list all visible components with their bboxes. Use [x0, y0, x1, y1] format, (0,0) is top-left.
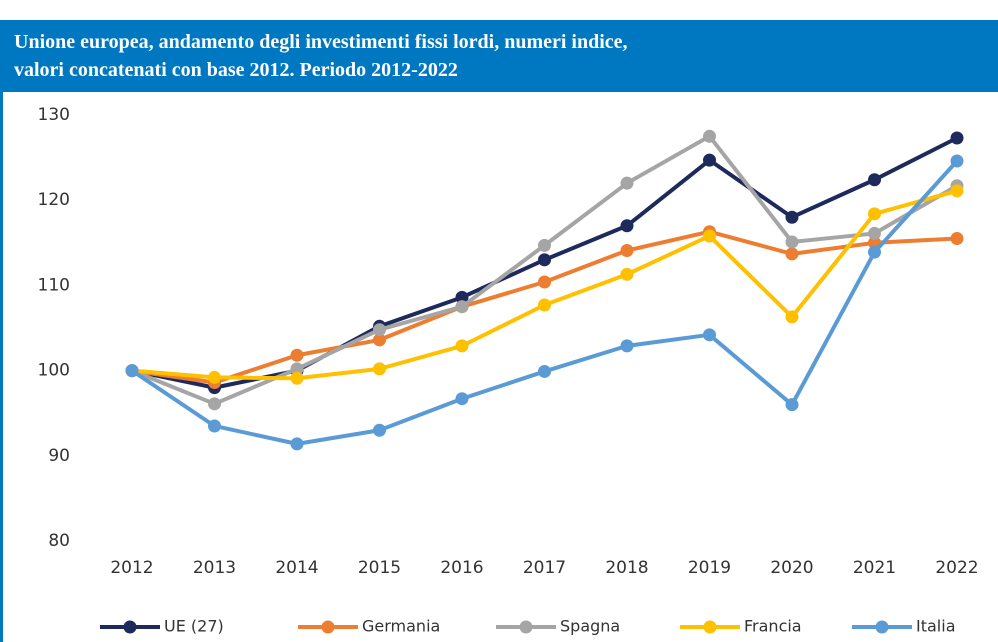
point	[538, 253, 551, 267]
x-tick-label: 2020	[770, 558, 813, 578]
x-tick-label: 2015	[358, 558, 401, 578]
point	[455, 392, 469, 406]
point	[290, 362, 304, 376]
title-band	[0, 20, 998, 92]
x-tick-label: 2013	[193, 558, 236, 578]
point	[703, 229, 716, 243]
point	[538, 275, 551, 289]
legend-label: Spagna	[560, 617, 620, 636]
point	[208, 419, 221, 433]
series-line	[131, 134, 959, 406]
point	[125, 364, 139, 378]
point	[703, 129, 716, 143]
y-tick-label: 80	[48, 531, 70, 551]
legend-label: Italia	[916, 617, 956, 636]
frame-left	[0, 20, 3, 642]
point	[373, 362, 386, 376]
point	[620, 267, 634, 281]
legend-marker	[123, 620, 137, 634]
point	[868, 226, 881, 240]
legend-label: Francia	[744, 617, 802, 636]
point	[620, 339, 634, 353]
point	[455, 339, 469, 353]
point	[950, 184, 964, 198]
y-tick-label: 110	[38, 275, 70, 295]
legend-label: Germania	[362, 617, 440, 636]
point	[290, 437, 304, 451]
x-tick-label: 2012	[110, 558, 153, 578]
point	[290, 371, 304, 385]
point	[373, 323, 386, 337]
point	[620, 219, 634, 233]
point	[785, 235, 799, 249]
legend-label: UE (27)	[164, 617, 224, 636]
point	[785, 210, 799, 224]
point	[950, 154, 964, 168]
point	[868, 207, 881, 221]
x-tick-label: 2021	[853, 558, 896, 578]
x-tick-label: 2018	[605, 558, 648, 578]
point	[455, 300, 469, 314]
point	[703, 328, 716, 342]
x-tick-label: 2022	[935, 558, 978, 578]
legend-marker	[875, 620, 889, 634]
point	[868, 245, 881, 259]
point	[208, 397, 221, 411]
y-tick-label: 100	[38, 361, 70, 381]
point	[538, 364, 551, 378]
y-tick-label: 120	[38, 190, 70, 210]
x-tick-label: 2014	[275, 558, 318, 578]
point	[538, 238, 551, 252]
x-tick-label: 2017	[523, 558, 566, 578]
point	[950, 232, 964, 246]
point	[455, 290, 469, 304]
legend-marker	[321, 620, 335, 634]
x-tick-label: 2016	[440, 558, 483, 578]
point	[785, 247, 799, 261]
y-tick-label: 130	[38, 105, 70, 125]
legend-marker	[703, 620, 717, 634]
point	[373, 333, 386, 347]
point	[620, 176, 634, 190]
chart-title: valori concatenati con base 2012. Period…	[14, 59, 458, 81]
x-tick-label: 2019	[688, 558, 731, 578]
y-tick-label: 90	[48, 446, 70, 466]
point	[703, 153, 716, 167]
point	[950, 131, 964, 145]
point	[373, 423, 386, 437]
point	[785, 310, 799, 324]
chart-title: Unione europea, andamento degli investim…	[14, 31, 628, 53]
point	[868, 173, 881, 187]
legend-marker	[519, 620, 533, 634]
point	[290, 348, 304, 362]
point	[538, 298, 551, 312]
point	[785, 398, 799, 412]
point	[208, 370, 221, 384]
point	[620, 243, 634, 257]
